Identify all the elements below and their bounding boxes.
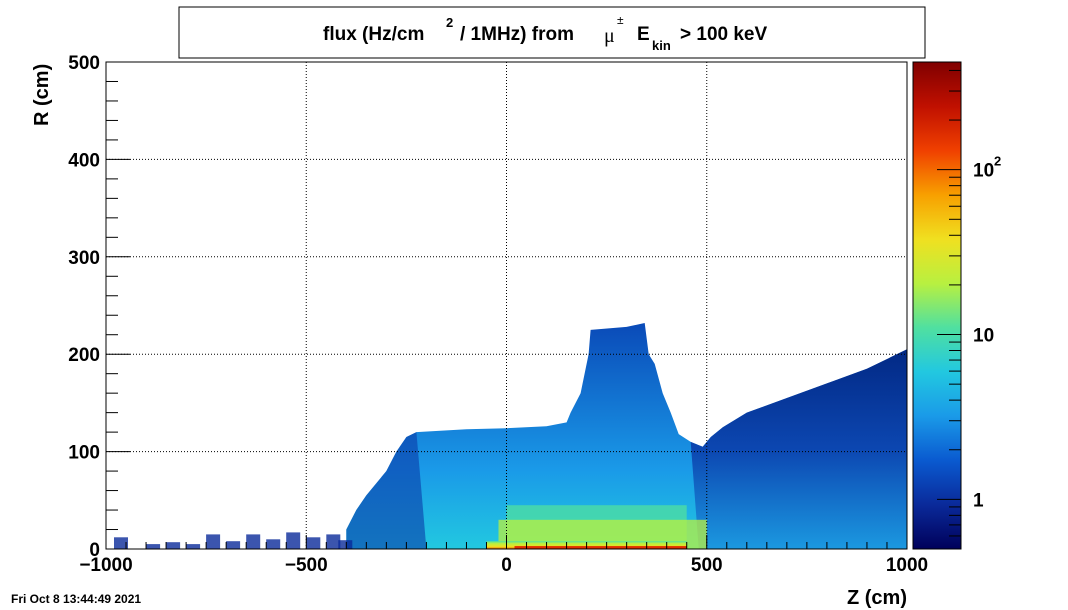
title-prefix: flux (Hz/cm [323, 24, 424, 45]
title-suffix: > 100 keV [680, 24, 767, 45]
sparse-cell [206, 534, 221, 549]
x-tick-label: −1000 [79, 555, 132, 576]
title-box: flux (Hz/cm 2 / 1MHz) from μ ± E kin > 1… [178, 6, 926, 59]
colorbar-tick-label: 10 [973, 326, 994, 347]
title-e: E [637, 24, 650, 45]
x-axis: −1000 −500 0 500 1000 [79, 535, 928, 576]
sparse-cell [286, 532, 301, 549]
sparse-cell [166, 542, 181, 549]
grid-lines [106, 62, 907, 549]
x-tick-label: −500 [285, 555, 328, 576]
title-e-sub: kin [652, 38, 671, 53]
colorbar-scale [912, 61, 962, 550]
y-tick-label: 0 [89, 540, 100, 561]
sparse-cell [186, 544, 201, 549]
y-axis: 0 100 200 300 400 500 [68, 53, 130, 561]
sparse-cell [246, 534, 261, 549]
sparse-cell [338, 540, 353, 549]
y-tick-label: 400 [68, 150, 100, 171]
colorbar-tick-label: 10 [973, 161, 994, 182]
colorbar-tick-label-sup: 2 [994, 154, 1001, 169]
sparse-cell [114, 537, 128, 549]
sparse-cell [306, 537, 321, 549]
colorbar-tick-label: 1 [973, 490, 984, 511]
x-axis-label: Z (cm) [847, 587, 907, 609]
sparse-cell [226, 541, 241, 549]
x-tick-label: 500 [691, 555, 723, 576]
svg-text:flux (Hz/cm: flux (Hz/cm [323, 24, 424, 45]
footer-timestamp: Fri Oct 8 13:44:49 2021 [11, 592, 141, 606]
sparse-cell [146, 544, 161, 549]
title-sup: 2 [446, 15, 453, 30]
flux-forward-edge [346, 432, 427, 549]
title-particle-sup: ± [617, 13, 624, 27]
y-tick-label: 300 [68, 248, 100, 269]
y-axis-label: R (cm) [31, 64, 53, 126]
heatmap-region [114, 323, 907, 549]
sparse-cell [266, 539, 281, 549]
title-particle: μ [604, 25, 615, 47]
y-tick-label: 200 [68, 345, 100, 366]
flux-endcap-region [690, 349, 907, 549]
y-tick-label: 100 [68, 443, 100, 464]
title-middle: / 1MHz) from [460, 24, 574, 45]
intensity-core [514, 546, 687, 549]
sparse-cell [326, 534, 341, 549]
x-tick-label: 1000 [886, 555, 928, 576]
y-tick-label: 500 [68, 53, 100, 74]
x-tick-label: 0 [501, 555, 512, 576]
